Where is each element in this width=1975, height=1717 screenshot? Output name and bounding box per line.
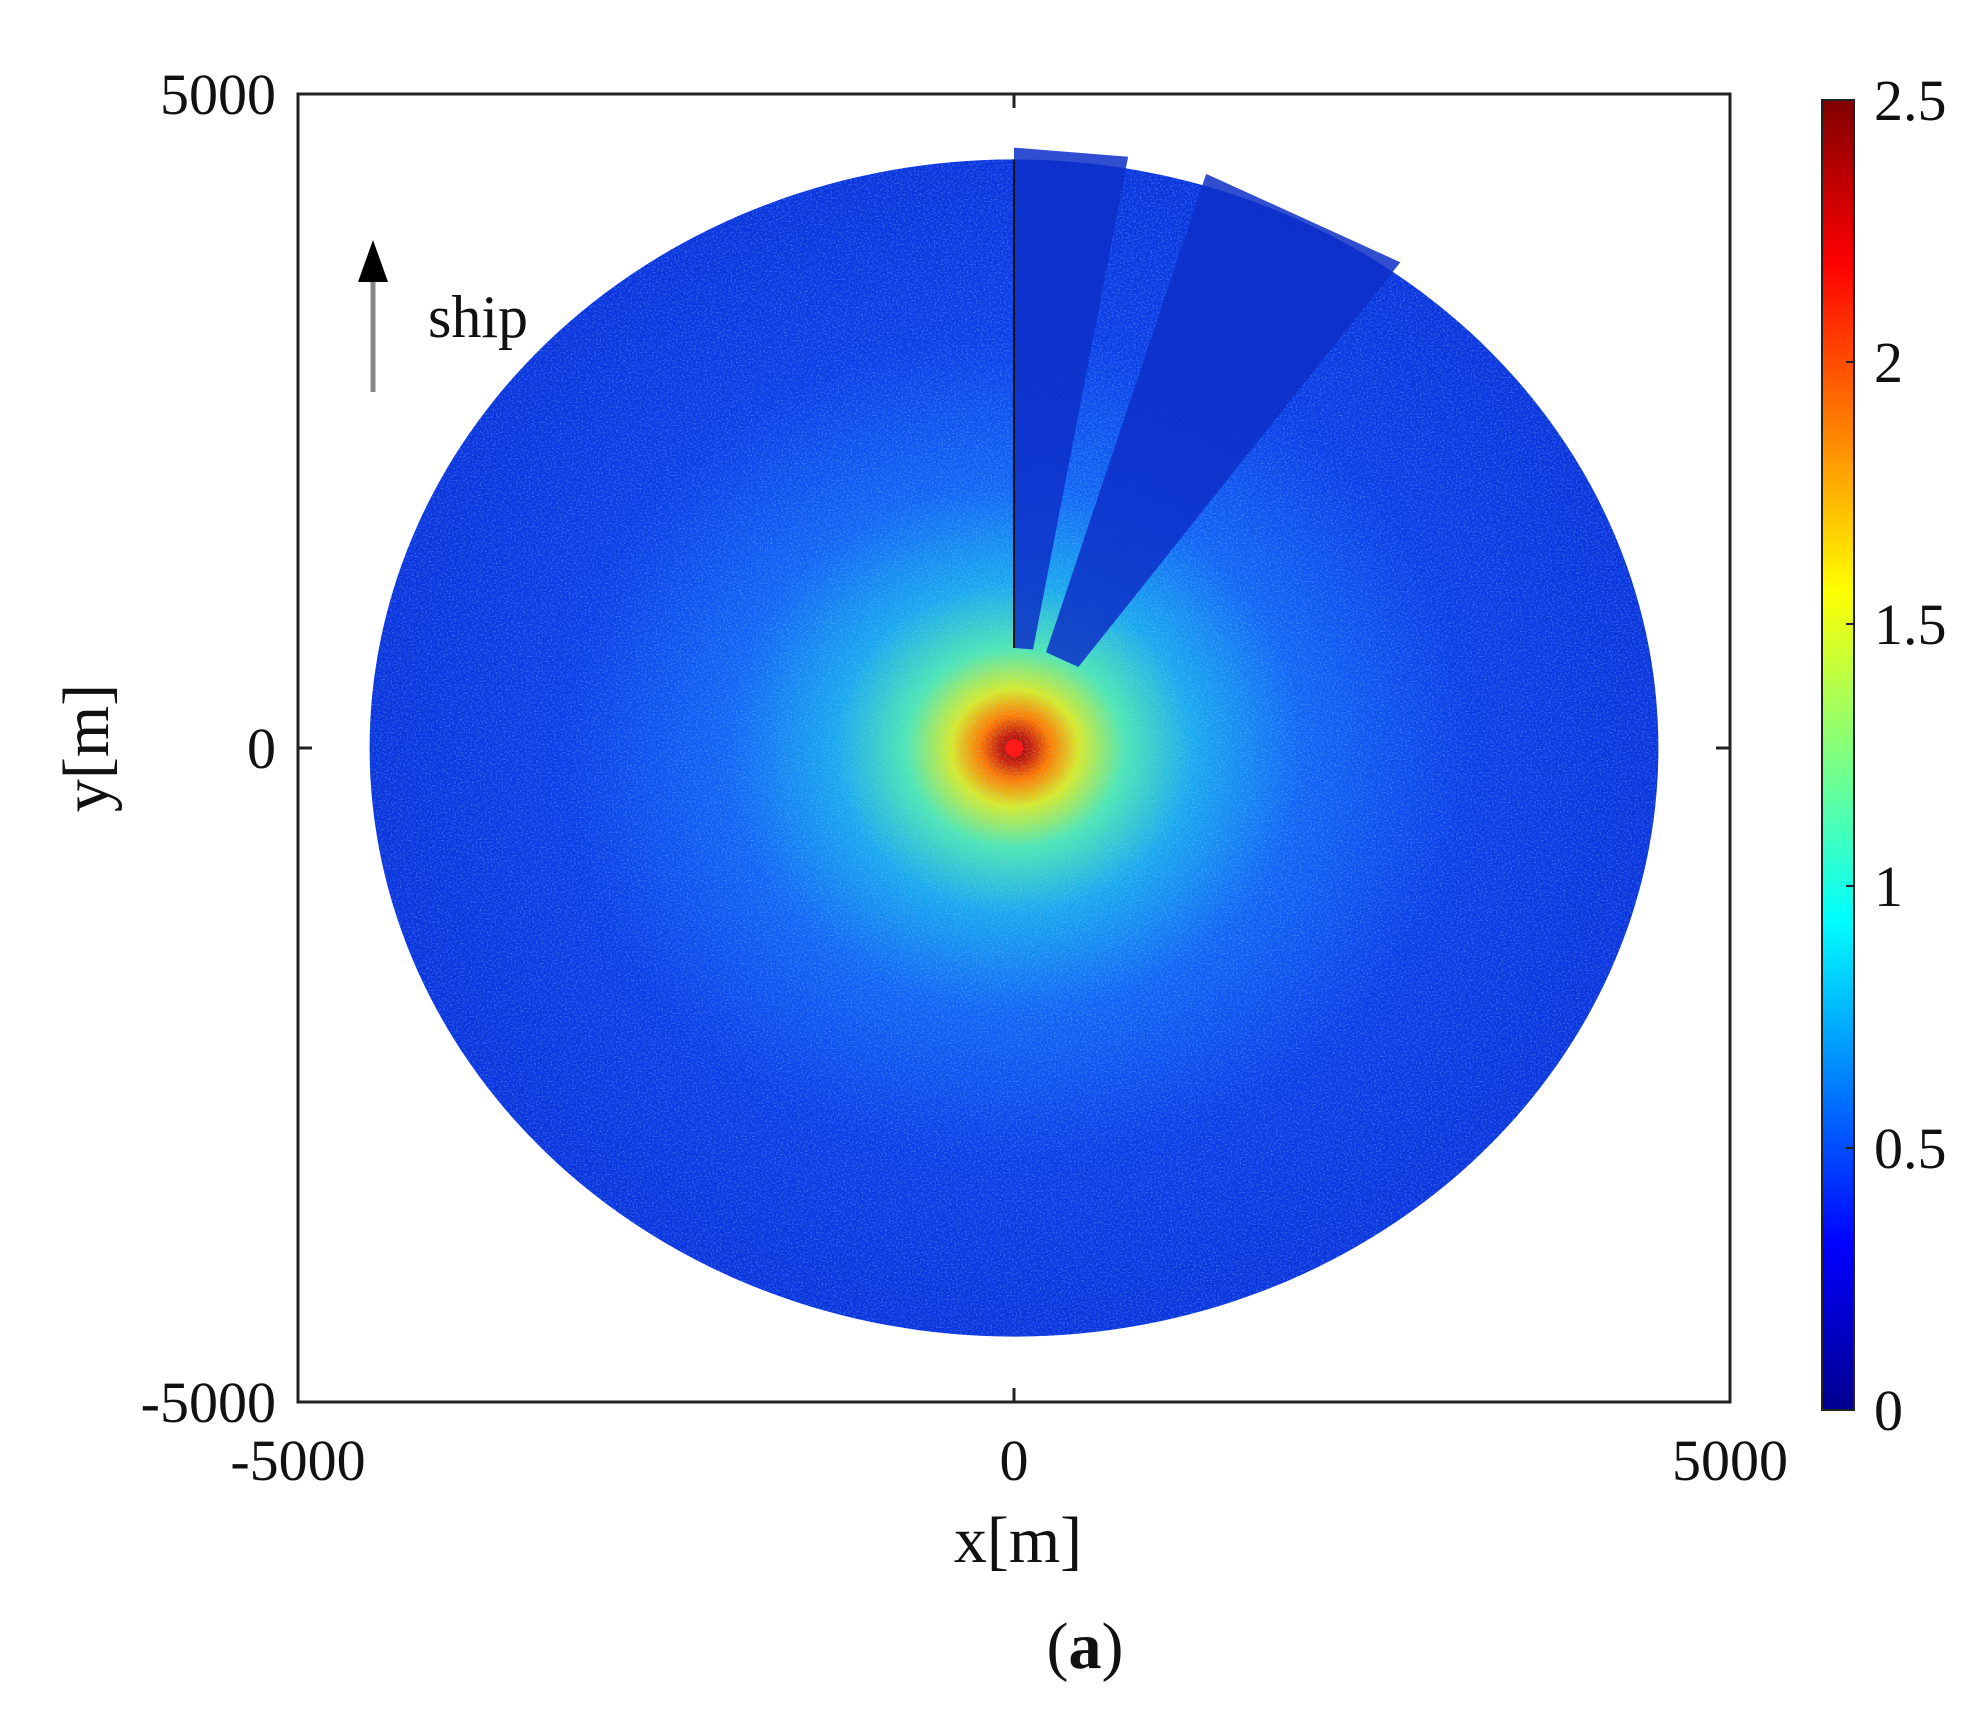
panel-label-open: ( (1047, 1610, 1069, 1683)
ship-annotation: ship (358, 240, 528, 392)
y-axis-ticks: -5000 0 5000 (141, 62, 1730, 1435)
colorbar-tick-label: 2.5 (1874, 68, 1947, 133)
ship-label: ship (428, 284, 528, 350)
y-tick-label: 0 (247, 716, 276, 781)
x-tick-label: 5000 (1672, 1428, 1788, 1493)
x-tick-label: -5000 (230, 1428, 365, 1493)
panel-label-letter: a (1069, 1610, 1102, 1683)
shadow-sector (1014, 147, 1129, 650)
y-tick-label: -5000 (141, 1370, 276, 1435)
colorbar-tick-label: 0.5 (1874, 1116, 1947, 1181)
panel-label-close: ) (1102, 1610, 1124, 1683)
colorbar-tick-label: 1 (1874, 854, 1903, 919)
center-peak (1005, 739, 1023, 757)
colorbar-ticks: 0 0.5 1 1.5 2 2.5 (1846, 68, 1947, 1443)
x-axis-ticks: -5000 0 5000 (230, 94, 1788, 1493)
y-tick-label: 5000 (160, 62, 276, 127)
x-axis-label: x[m] (954, 1504, 1082, 1577)
y-axis-label: y[m] (50, 684, 123, 812)
x-tick-label: 0 (1000, 1428, 1029, 1493)
colorbar-tick-label: 1.5 (1874, 592, 1947, 657)
ship-arrow-head-icon (358, 240, 388, 282)
colorbar-tick-label: 2 (1874, 330, 1903, 395)
shadow-sector (1046, 173, 1401, 668)
colorbar (1821, 99, 1855, 1411)
heatmap-layer (369, 147, 1659, 1337)
panel-label: (a) (1047, 1610, 1124, 1683)
colorbar-tick-label: 0 (1874, 1378, 1903, 1443)
